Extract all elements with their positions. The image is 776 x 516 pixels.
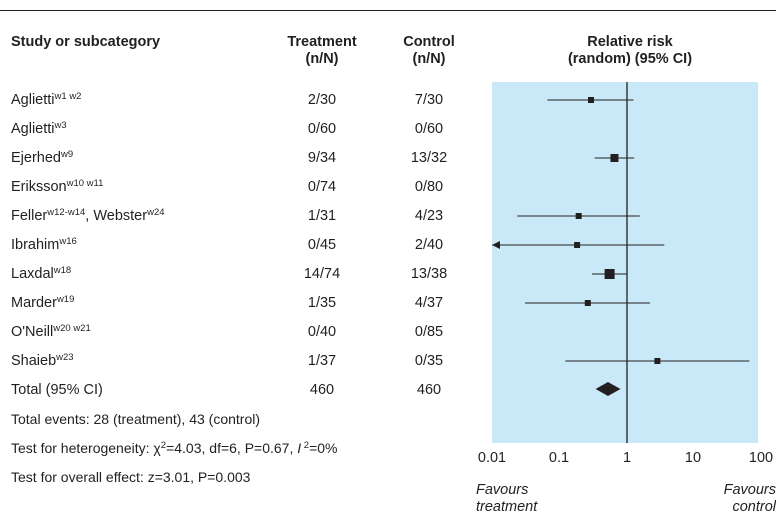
- study-name-1: Agliettiw1 w2: [11, 91, 82, 108]
- forest-plot: [492, 82, 758, 443]
- treatment-value-3: 9/34: [307, 150, 337, 166]
- treatment-value-1: 2/30: [307, 92, 337, 108]
- treatment-value-4: 0/74: [307, 179, 337, 195]
- control-value-6: 2/40: [414, 237, 444, 253]
- control-value-3: 13/32: [410, 150, 448, 166]
- tick-label-0.1: 0.1: [548, 450, 570, 466]
- treatment-value-6: 0/45: [307, 237, 337, 253]
- favours-treatment-label: Favours treatment: [476, 482, 538, 515]
- total-label: Total (95% CI): [11, 382, 103, 398]
- study-name-6: Ibrahimw16: [11, 236, 77, 253]
- point-estimate-5: [575, 213, 582, 219]
- control-value-10: 0/35: [414, 353, 444, 369]
- control-value-5: 4/23: [414, 208, 444, 224]
- point-estimate-7: [604, 269, 615, 279]
- point-estimate-1: [587, 97, 594, 103]
- study-name-2: Agliettiw3: [11, 120, 67, 137]
- study-name-7: Laxdalw18: [11, 265, 72, 282]
- heterogeneity-text: Test for heterogeneity: χ2=4.03, df=6, P…: [11, 440, 338, 456]
- study-name-8: Marderw19: [11, 294, 75, 311]
- top-rule: [0, 10, 776, 11]
- ci-arrow-6: [492, 241, 500, 249]
- treatment-value-2: 0/60: [307, 121, 337, 137]
- tick-label-1: 1: [622, 450, 632, 466]
- treatment-value-10: 1/37: [307, 353, 337, 369]
- treatment-value-8: 1/35: [307, 295, 337, 311]
- favours-control-label: Favours control: [723, 482, 776, 515]
- tick-label-100: 100: [748, 450, 774, 466]
- point-estimate-6: [574, 242, 581, 248]
- treatment-value-7: 14/74: [303, 266, 341, 282]
- plot-panel: [492, 82, 758, 443]
- control-value-7: 13/38: [410, 266, 448, 282]
- tick-label-0.01: 0.01: [477, 450, 507, 466]
- study-name-5: Fellerw12-w14, Websterw24: [11, 207, 165, 224]
- overall-effect-text: Test for overall effect: z=3.01, P=0.003: [11, 469, 251, 485]
- control-value-1: 7/30: [414, 92, 444, 108]
- control-value-9: 0/85: [414, 324, 444, 340]
- header-control: Control (n/N): [403, 34, 455, 67]
- header-treatment: Treatment (n/N): [287, 34, 357, 67]
- treatment-value-9: 0/40: [307, 324, 337, 340]
- study-name-4: Erikssonw10 w11: [11, 178, 104, 195]
- point-estimate-3: [610, 154, 619, 162]
- header-relative-risk: Relative risk (random) (95% CI): [567, 34, 693, 67]
- tick-label-10: 10: [684, 450, 702, 466]
- total-events-text: Total events: 28 (treatment), 43 (contro…: [11, 411, 260, 427]
- control-value-8: 4/37: [414, 295, 444, 311]
- total-treatment: 460: [309, 382, 335, 398]
- study-name-10: Shaiebw23: [11, 352, 74, 369]
- point-estimate-8: [584, 300, 591, 306]
- total-control: 460: [416, 382, 442, 398]
- study-name-3: Ejerhedw9: [11, 149, 74, 166]
- study-name-9: O'Neillw20 w21: [11, 323, 91, 340]
- treatment-value-5: 1/31: [307, 208, 337, 224]
- pooled-diamond: [595, 382, 621, 396]
- control-value-2: 0/60: [414, 121, 444, 137]
- control-value-4: 0/80: [414, 179, 444, 195]
- header-study: Study or subcategory: [11, 34, 161, 50]
- point-estimate-10: [654, 358, 661, 364]
